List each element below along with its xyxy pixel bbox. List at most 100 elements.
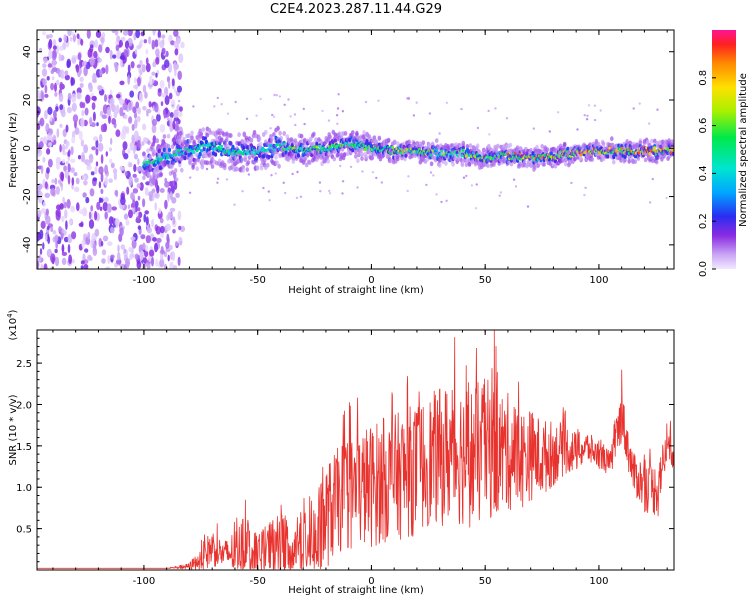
spectrogram-point bbox=[128, 246, 133, 253]
spectrogram-point bbox=[46, 225, 50, 231]
spectrogram-point bbox=[257, 136, 262, 142]
spectrogram-point bbox=[429, 161, 434, 167]
spectrogram-point bbox=[303, 122, 306, 126]
spectrogram-point bbox=[470, 184, 474, 187]
spectrogram-point bbox=[66, 60, 70, 69]
spectrogram-point bbox=[59, 123, 63, 128]
spectrogram-point bbox=[51, 179, 55, 184]
spectrogram-point bbox=[137, 76, 141, 87]
spectrogram-point bbox=[241, 168, 245, 173]
spectrogram-point bbox=[175, 139, 180, 144]
spectrogram-point bbox=[438, 163, 442, 168]
spectrogram-point bbox=[272, 115, 276, 118]
spectrogram-point bbox=[625, 139, 629, 144]
spectrogram-point bbox=[499, 191, 503, 194]
spectrogram-point bbox=[85, 61, 91, 70]
spectrogram-point bbox=[240, 157, 244, 163]
spectrogram-point bbox=[173, 265, 177, 269]
spectrogram-point bbox=[142, 242, 146, 250]
spectrogram-point bbox=[549, 151, 554, 156]
spectrogram-point bbox=[61, 257, 67, 265]
spectrogram-point bbox=[283, 103, 286, 107]
spectrogram-point bbox=[177, 70, 182, 81]
spectrogram-point bbox=[60, 69, 65, 79]
spectrogram-point bbox=[37, 89, 40, 99]
spectrogram-point bbox=[113, 111, 118, 119]
spectrogram-point bbox=[277, 163, 281, 169]
spectrogram-point bbox=[104, 164, 109, 175]
spectrogram-point bbox=[37, 124, 41, 130]
spectrogram-point bbox=[96, 122, 99, 127]
spectrogram-point bbox=[144, 210, 149, 215]
spectrogram-point bbox=[319, 139, 323, 145]
spectrogram-point bbox=[108, 178, 113, 183]
spectrogram-point bbox=[465, 144, 470, 149]
spectrogram-point bbox=[134, 177, 139, 183]
spectrogram-point bbox=[180, 167, 184, 173]
spectrogram-point bbox=[225, 137, 229, 143]
spectrogram-point bbox=[476, 126, 480, 130]
y-tick-label: 20 bbox=[22, 94, 33, 107]
spectrogram-point bbox=[351, 148, 355, 153]
spectrogram-point bbox=[563, 157, 568, 163]
spectrogram-point bbox=[496, 143, 500, 149]
spectrogram-point bbox=[116, 93, 121, 99]
spectrogram-point bbox=[146, 227, 152, 234]
spectrogram-point bbox=[142, 105, 147, 111]
spectrogram-point bbox=[144, 91, 148, 99]
spectrogram-point bbox=[91, 146, 96, 151]
spectrogram-point bbox=[159, 188, 165, 193]
spectrogram-point bbox=[56, 208, 61, 218]
spectrogram-point bbox=[653, 138, 657, 144]
spectrogram-point bbox=[83, 144, 88, 154]
spectrogram-point bbox=[44, 192, 51, 198]
spectrogram-point bbox=[360, 152, 364, 157]
spectrogram-point bbox=[120, 58, 123, 68]
spectrogram-point bbox=[254, 156, 259, 161]
spectrogram-point bbox=[137, 225, 142, 230]
spectrogram-point bbox=[428, 112, 432, 115]
spectrogram-point bbox=[386, 137, 391, 143]
spectrogram-point bbox=[58, 226, 62, 233]
spectrogram-point bbox=[339, 164, 342, 168]
snr-y-multiplier: (x104) bbox=[6, 309, 19, 340]
spectrogram-point bbox=[51, 137, 54, 143]
spectrogram-point bbox=[100, 240, 104, 247]
spectrogram-point bbox=[174, 48, 179, 56]
spectrogram-point bbox=[42, 31, 46, 36]
spectrogram-point bbox=[159, 172, 164, 178]
spectrogram-point bbox=[665, 196, 668, 200]
spectrogram-point bbox=[88, 219, 95, 229]
spectrogram-point bbox=[458, 142, 463, 148]
spectrogram-point bbox=[266, 162, 270, 168]
spectrogram-point bbox=[151, 118, 157, 127]
spectrogram-point bbox=[247, 173, 251, 176]
spectrogram-point bbox=[638, 140, 643, 146]
spectrogram-point bbox=[37, 260, 40, 269]
spectrogram-point bbox=[216, 181, 219, 184]
spectrogram-point bbox=[98, 166, 104, 175]
spectrogram-point bbox=[46, 167, 50, 174]
spectrogram-point bbox=[60, 109, 66, 118]
spectrogram-point bbox=[159, 225, 165, 234]
spectrogram-point bbox=[58, 53, 62, 62]
spectrogram-point bbox=[151, 218, 155, 228]
spectrogram-point bbox=[170, 170, 175, 175]
spectrogram-point bbox=[89, 57, 95, 66]
spectrogram-point bbox=[45, 123, 50, 133]
spectrogram-point bbox=[145, 216, 149, 226]
spectrogram-point bbox=[438, 132, 441, 135]
spectrogram-point bbox=[198, 144, 202, 148]
spectrogram-point bbox=[175, 120, 179, 130]
spectrogram-point bbox=[461, 140, 466, 146]
spectrogram-point bbox=[219, 137, 224, 143]
spectrogram-point bbox=[39, 196, 43, 203]
spectrogram-point bbox=[108, 147, 113, 152]
spectrogram-point bbox=[171, 78, 175, 87]
spectrogram-point bbox=[63, 165, 67, 172]
spectrogram-point bbox=[509, 161, 514, 167]
spectrogram-point bbox=[115, 129, 121, 137]
spectrogram-point bbox=[486, 163, 490, 169]
spectrogram-point bbox=[44, 181, 48, 190]
spectrogram-point bbox=[41, 68, 48, 77]
